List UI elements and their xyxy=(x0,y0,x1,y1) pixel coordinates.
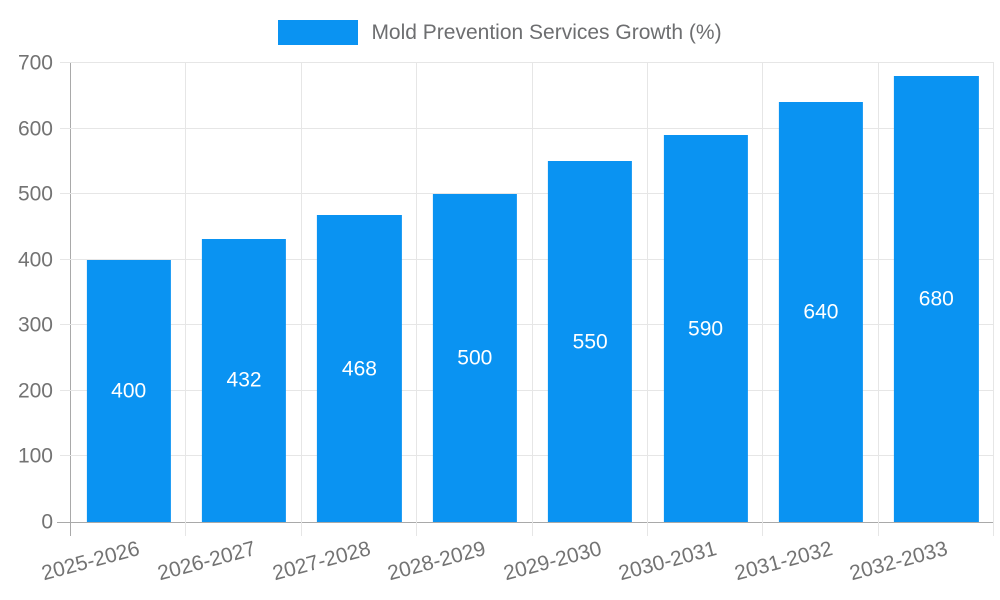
bar: 432 xyxy=(201,238,287,522)
bar-value-label: 500 xyxy=(457,346,493,370)
y-tick-label: 0 xyxy=(41,510,53,534)
x-tick-label: 2028-2029 xyxy=(385,537,489,586)
gridline-h xyxy=(60,389,994,391)
gridline-h xyxy=(60,193,994,195)
y-tick-label: 400 xyxy=(17,248,53,272)
bar: 640 xyxy=(778,102,864,522)
legend-swatch-icon xyxy=(278,20,359,45)
legend-label: Mold Prevention Services Growth (%) xyxy=(371,20,722,44)
category-slot: 550 xyxy=(533,63,648,522)
bar-value-label: 400 xyxy=(111,379,147,403)
category-slot: 400 xyxy=(71,63,186,522)
gridline-v xyxy=(646,63,648,536)
gridline-v xyxy=(993,63,994,536)
bar-value-label: 590 xyxy=(688,317,724,341)
x-tick-label: 2029-2030 xyxy=(500,537,604,586)
x-tick-label: 2032-2033 xyxy=(847,537,951,586)
bar-value-label: 640 xyxy=(803,300,839,324)
category-slot: 500 xyxy=(417,63,532,522)
gridline-v xyxy=(416,63,418,536)
y-tick-label: 100 xyxy=(17,444,53,468)
legend[interactable]: Mold Prevention Services Growth (%) xyxy=(0,20,1000,45)
bar: 500 xyxy=(432,194,517,522)
bar-value-label: 550 xyxy=(572,330,608,354)
y-tick-label: 300 xyxy=(17,313,53,337)
x-tick-label: 2026-2027 xyxy=(154,537,258,586)
bar: 468 xyxy=(317,215,402,522)
gridline-h xyxy=(60,127,994,129)
gridline-v xyxy=(300,63,302,536)
gridline-v xyxy=(531,63,533,536)
category-slot: 432 xyxy=(186,63,301,522)
x-axis-left-stub xyxy=(57,522,71,523)
y-tick-label: 600 xyxy=(17,117,53,141)
bar: 550 xyxy=(548,161,633,522)
gridline-h xyxy=(60,455,994,457)
bar-value-label: 432 xyxy=(226,368,262,392)
x-tick-label: 2031-2032 xyxy=(731,537,835,586)
y-axis-bottom-stub xyxy=(70,522,71,536)
x-tick-label: 2025-2026 xyxy=(39,537,143,586)
bar-value-label: 680 xyxy=(918,287,954,311)
gridline-v xyxy=(185,63,187,536)
y-tick-label: 700 xyxy=(17,51,53,75)
x-tick-label: 2027-2028 xyxy=(270,537,374,586)
x-tick-label: 2030-2031 xyxy=(616,537,720,586)
gridline-h xyxy=(60,62,994,63)
category-slot: 680 xyxy=(879,63,994,522)
gridline-v xyxy=(762,63,764,536)
bar: 590 xyxy=(663,135,748,522)
y-tick-label: 500 xyxy=(17,182,53,206)
bar: 400 xyxy=(86,259,171,522)
category-slot: 590 xyxy=(648,63,763,522)
gridline-v xyxy=(877,63,879,536)
bar-value-label: 468 xyxy=(341,357,377,381)
category-slot: 468 xyxy=(302,63,417,522)
y-tick-label: 200 xyxy=(17,379,53,403)
bar: 680 xyxy=(894,76,979,522)
plot-area: 0 100 200 300 400 500 600 700 2025-2026 400 2026-2… xyxy=(18,53,994,585)
gridline-h xyxy=(60,258,994,260)
gridline-h xyxy=(60,324,994,326)
category-slot: 640 xyxy=(763,63,878,522)
